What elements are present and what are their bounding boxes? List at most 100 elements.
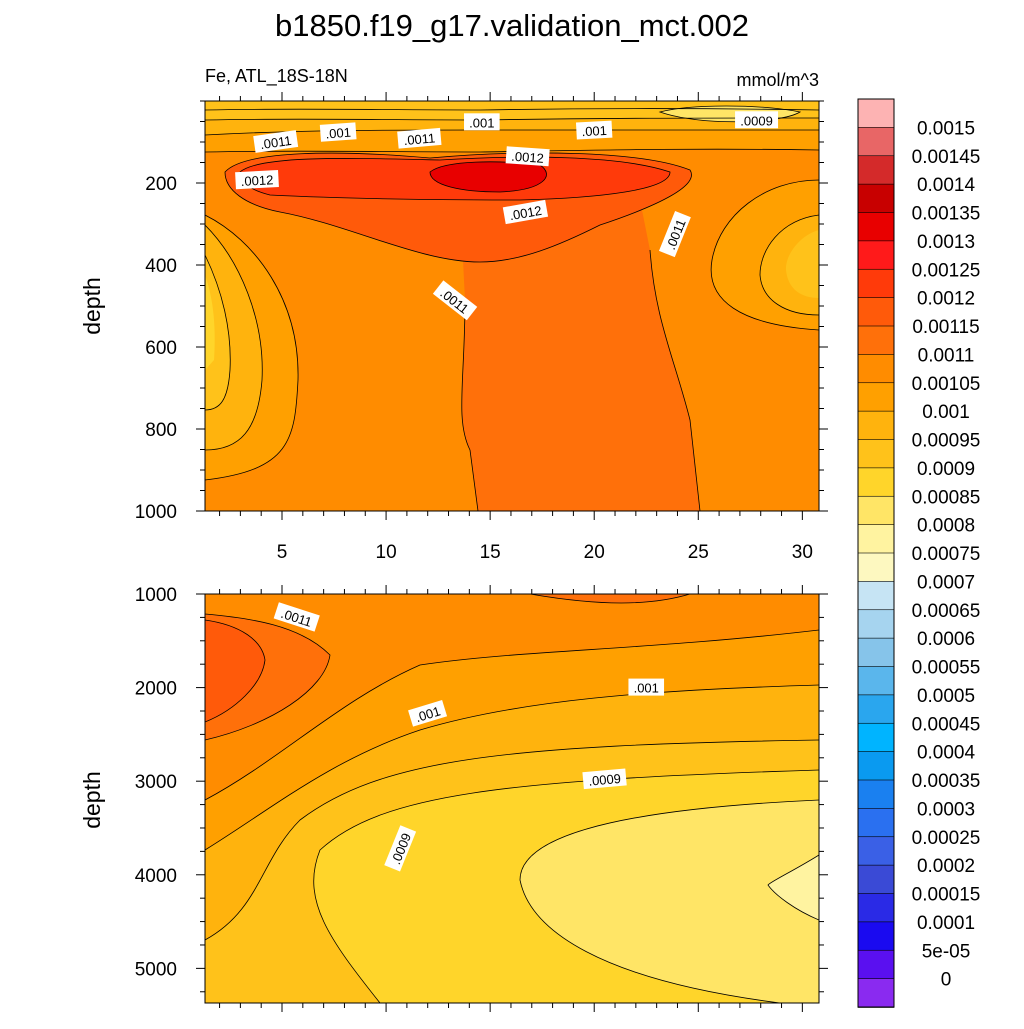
colorbar-swatch xyxy=(857,694,895,725)
contour-label: .0012 xyxy=(502,199,549,225)
colorbar-swatch xyxy=(857,779,895,810)
colorbar-label: 0.00145 xyxy=(912,147,981,168)
upper-fill-max-3 xyxy=(430,161,547,192)
lower-contour-line xyxy=(529,594,691,604)
colorbar-label: 0.00035 xyxy=(912,771,981,792)
lower-contour-line xyxy=(519,799,819,1003)
colorbar-swatch xyxy=(857,98,895,129)
upper-contour-line xyxy=(759,214,819,316)
contour-label: .0012 xyxy=(235,170,279,190)
contour-label: .001 xyxy=(319,122,357,142)
colorbar-swatch xyxy=(857,666,895,696)
contour-label-bg xyxy=(273,602,320,632)
upper-x-ticks: 5 10 15 20 25 30 xyxy=(219,92,813,563)
y-tick-label: 2000 xyxy=(135,679,177,700)
colorbar-swatch xyxy=(857,439,895,469)
y-tick-label: 4000 xyxy=(135,866,177,887)
colorbar-label: 0.0012 xyxy=(917,289,975,310)
upper-contour-line xyxy=(205,224,263,451)
upper-contour-line xyxy=(239,156,671,201)
colorbar-label: 0.00075 xyxy=(912,544,981,565)
upper-contour-line xyxy=(710,179,819,331)
variable-label: Fe, ATL_18S-18N xyxy=(205,66,348,87)
colorbar-swatch xyxy=(857,637,895,668)
colorbar-label: 0.00085 xyxy=(912,487,981,508)
colorbar-swatch xyxy=(857,524,895,554)
upper-contour-line xyxy=(205,214,299,481)
colorbar-label: 0.0008 xyxy=(917,516,975,537)
upper-contour-line xyxy=(649,249,701,511)
upper-fill-left-4 xyxy=(205,275,215,370)
contour-label-bg xyxy=(628,678,665,696)
upper-y-ticks: 200 400 600 800 1000 xyxy=(135,100,828,523)
colorbar-swatch xyxy=(857,921,895,952)
upper-contour-lines xyxy=(205,105,819,511)
colorbar-label: 0.0005 xyxy=(917,686,975,707)
x-tick-label: 10 xyxy=(376,542,397,563)
lower-plot-frame xyxy=(204,593,820,1004)
colorbar-swatch xyxy=(857,354,895,384)
colorbar-label: 0.0001 xyxy=(917,913,975,934)
upper-contour-labels: .0011 .001 .0011 .001 .0012 .0012 .001 .0009 .00… xyxy=(235,111,779,321)
colorbar-label: 0.00045 xyxy=(912,714,981,735)
colorbar-swatch xyxy=(857,183,895,214)
lower-contour-line xyxy=(767,854,819,921)
colorbar-swatch xyxy=(857,212,895,242)
colorbar-swatch xyxy=(857,382,895,412)
upper-contour-line xyxy=(429,161,547,193)
contour-label: .001 xyxy=(464,113,500,131)
lower-contour-field xyxy=(205,594,819,1003)
contour-label-text: .001 xyxy=(414,703,443,725)
colorbar-label: 0.0009 xyxy=(917,459,975,480)
colorbar-label: 0.00105 xyxy=(912,374,981,395)
lower-y-axis-label: depth xyxy=(79,771,105,829)
contour-label: .0011 xyxy=(397,127,442,149)
colorbar-label: 0 xyxy=(941,970,952,991)
contour-label-bg xyxy=(505,146,550,167)
lower-fill-left-2 xyxy=(205,620,265,722)
contour-label-text: .0012 xyxy=(508,203,543,223)
x-tick-label: 15 xyxy=(480,542,501,563)
colorbar-label: 0.001 xyxy=(922,402,970,423)
y-tick-label: 1000 xyxy=(135,502,177,523)
colorbar-label: 5e-05 xyxy=(922,941,971,962)
y-tick-label: 1000 xyxy=(135,585,177,606)
colorbar-label: 0.0007 xyxy=(917,572,975,593)
contour-label-bg xyxy=(502,199,549,225)
colorbar-label: 0.00055 xyxy=(912,658,981,679)
colorbar-label: 0.0006 xyxy=(917,629,975,650)
colorbar-swatch xyxy=(857,268,895,299)
upper-contour-line xyxy=(205,148,819,153)
colorbar-label: 0.00015 xyxy=(912,885,981,906)
contour-label: .0012 xyxy=(505,146,550,167)
lower-contour-line xyxy=(205,613,331,741)
chart-title: b1850.f19_g17.validation_mct.002 xyxy=(275,8,749,43)
colorbar-label: 0.00115 xyxy=(912,317,979,338)
x-tick-label: 5 xyxy=(277,542,288,563)
lower-contour-line xyxy=(205,619,266,723)
contour-label: .0011 xyxy=(253,130,299,153)
contour-label-bg xyxy=(575,120,613,140)
contour-label-bg xyxy=(432,280,478,321)
contour-label-text: .001 xyxy=(581,123,607,139)
upper-fill-surface-3 xyxy=(205,101,819,120)
contour-label-bg xyxy=(397,127,442,149)
colorbar-frame xyxy=(857,98,895,1008)
colorbar-swatch xyxy=(857,978,895,1008)
colorbar-swatch xyxy=(857,751,895,781)
upper-fill-right-3 xyxy=(785,230,819,298)
contour-label: .001 xyxy=(575,120,613,140)
colorbar-swatch xyxy=(857,609,895,639)
lower-y-ticks: 1000 2000 3000 4000 5000 xyxy=(135,585,828,993)
colorbar-label: 0.0011 xyxy=(918,345,975,366)
contour-label-bg xyxy=(235,170,279,190)
upper-contour-line xyxy=(658,105,802,123)
colorbar-label: 0.0003 xyxy=(917,799,975,820)
contour-label-text: .0012 xyxy=(240,172,273,189)
lower-contour-line xyxy=(205,629,819,801)
lower-contour-line xyxy=(205,684,819,851)
contour-label-bg xyxy=(582,768,627,790)
lower-fill-band-5 xyxy=(520,800,819,1003)
lower-fill-band-6 xyxy=(768,855,819,920)
colorbar-swatch xyxy=(857,722,895,753)
